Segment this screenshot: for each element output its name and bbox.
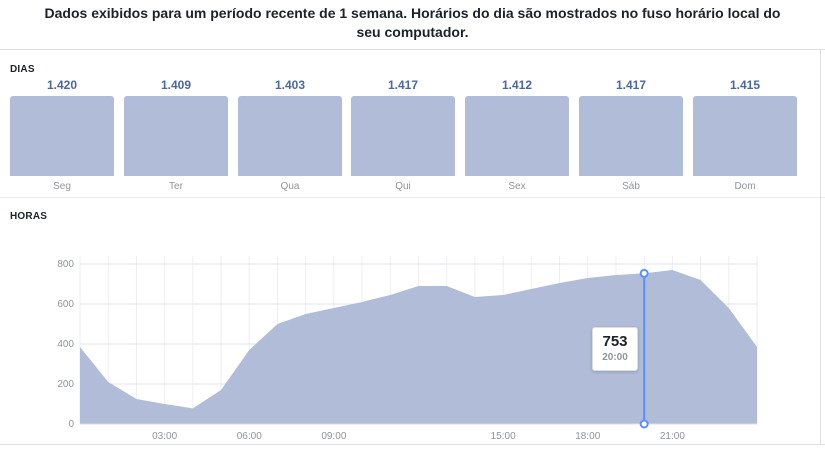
day-card-ter[interactable]: 1.409 Ter [124,76,228,192]
hover-tooltip: 753 20:00 [592,327,638,371]
x-tick-label: 06:00 [237,431,262,440]
x-tick-label: 03:00 [152,431,177,440]
y-tick-label: 0 [68,419,74,430]
day-bar[interactable] [693,96,797,176]
panel-edge [820,50,821,445]
day-bar[interactable] [238,96,342,176]
day-card-sex[interactable]: 1.412 Sex [465,76,569,192]
section-divider [0,197,825,198]
day-card-sab[interactable]: 1.417 Sáb [579,76,683,192]
day-card-dom[interactable]: 1.415 Dom [693,76,797,192]
x-tick-label: 21:00 [660,431,685,440]
day-bar[interactable] [579,96,683,176]
day-bar[interactable] [351,96,455,176]
day-value: 1.409 [160,78,192,92]
day-bar[interactable] [124,96,228,176]
day-value: 1.403 [274,78,306,92]
data-period-note: Dados exibidos para um período recente d… [0,0,825,50]
tooltip-value: 753 [602,333,628,350]
y-tick-label: 400 [57,339,74,350]
y-tick-label: 600 [57,299,74,310]
tooltip-time: 20:00 [602,352,628,363]
day-value: 1.412 [501,78,533,92]
days-section-label: DIAS [10,64,35,75]
day-name: Seg [53,181,71,192]
day-name: Ter [169,181,183,192]
day-value: 1.420 [46,78,78,92]
hours-area [80,270,757,424]
bottom-divider [0,444,825,445]
day-name: Qua [280,181,300,192]
day-card-seg[interactable]: 1.420 Seg [10,76,114,192]
day-name: Sáb [622,181,640,192]
day-card-qua[interactable]: 1.403 Qua [238,76,342,192]
day-bar[interactable] [10,96,114,176]
day-card-qui[interactable]: 1.417 Qui [351,76,455,192]
hover-marker-top-dot [639,268,649,278]
hours-area-chart: 0 200 400 600 800 03:00 06:00 09:00 15:00 18:00 21… [57,256,758,440]
x-tick-label: 09:00 [321,431,346,440]
hover-marker-bottom-dot [639,419,649,429]
day-name: Dom [734,181,756,192]
y-tick-label: 200 [57,379,74,390]
x-tick-label: 18:00 [575,431,600,440]
day-bar[interactable] [465,96,569,176]
hours-section-label: HORAS [10,211,48,222]
day-value: 1.417 [387,78,419,92]
day-value: 1.415 [729,78,761,92]
x-tick-label: 15:00 [491,431,516,440]
day-value: 1.417 [615,78,647,92]
day-name: Sex [508,181,526,192]
y-tick-label: 800 [57,259,74,270]
day-name: Qui [395,181,411,192]
